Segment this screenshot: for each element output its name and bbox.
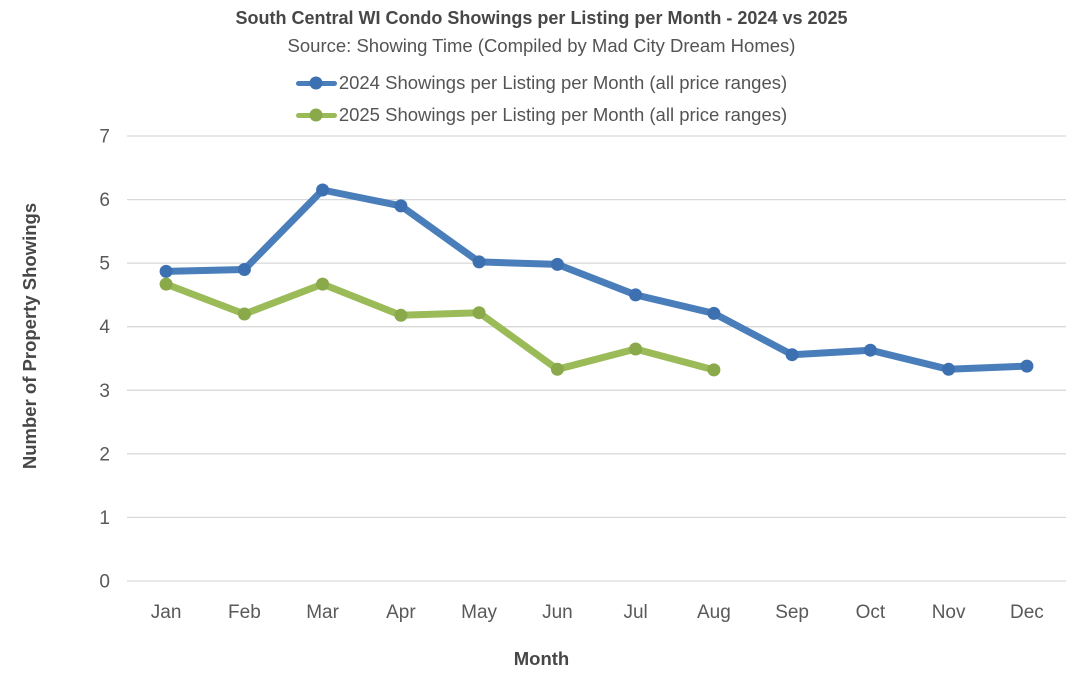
y-tick-label: 6 (99, 190, 110, 211)
y-tick-label: 4 (99, 317, 110, 338)
y-tick-label: 3 (99, 381, 110, 402)
y-tick-label: 2 (99, 444, 110, 465)
x-tick-label: Apr (386, 602, 416, 623)
data-point-2024-Jan[interactable] (159, 264, 173, 278)
x-tick-label: Feb (228, 602, 261, 623)
y-tick-label: 5 (99, 254, 110, 275)
x-tick-label: Jan (151, 602, 182, 623)
legend-label-2025: 2025 Showings per Listing per Month (all… (338, 104, 788, 125)
series-line-2025[interactable] (162, 280, 718, 374)
legend-item-2025[interactable]: 2025 Showings per Listing per Month (all… (295, 103, 788, 127)
data-point-2024-Apr[interactable] (394, 199, 408, 213)
data-point-2025-Jul[interactable] (629, 342, 643, 356)
y-tick-label: 1 (99, 508, 110, 529)
data-point-2025-May[interactable] (472, 306, 486, 320)
data-point-2025-Jun[interactable] (550, 362, 564, 376)
x-tick-label: Nov (932, 602, 966, 623)
data-point-2025-Aug[interactable] (707, 363, 721, 377)
data-point-2025-Mar[interactable] (316, 277, 330, 291)
y-tick-label: 7 (99, 127, 110, 148)
data-point-2024-Jul[interactable] (629, 288, 643, 302)
data-point-2024-Feb[interactable] (237, 263, 251, 276)
legend-line-marker-icon-2025 (295, 108, 337, 122)
x-tick-label: Jun (542, 602, 573, 623)
data-point-2024-Aug[interactable] (707, 306, 721, 320)
data-point-2024-Nov[interactable] (942, 362, 956, 376)
data-point-2024-Sep[interactable] (785, 348, 799, 362)
y-tick-label: 0 (99, 572, 110, 593)
x-axis-title: Month (513, 648, 570, 669)
x-tick-label: Oct (856, 602, 886, 623)
x-tick-label: Sep (775, 602, 809, 623)
series-line-2024[interactable] (162, 186, 1031, 373)
data-point-2024-Mar[interactable] (316, 183, 330, 197)
data-point-2024-Oct[interactable] (863, 343, 877, 357)
data-point-2024-May[interactable] (472, 255, 486, 269)
data-point-2025-Jan[interactable] (159, 277, 173, 291)
x-tick-label: Mar (306, 602, 339, 623)
legend-label-2024: 2024 Showings per Listing per Month (all… (338, 72, 788, 93)
legend: 2024 Showings per Listing per Month (all… (0, 71, 1083, 127)
chart-title: South Central WI Condo Showings per List… (235, 8, 848, 28)
x-tick-label: May (461, 602, 497, 623)
chart-subtitle: Source: Showing Time (Compiled by Mad Ci… (287, 35, 796, 56)
x-tick-label: Dec (1010, 602, 1044, 623)
legend-marker-dot-icon (309, 108, 323, 122)
x-tick-label: Aug (697, 602, 731, 623)
legend-item-2024[interactable]: 2024 Showings per Listing per Month (all… (295, 71, 788, 95)
legend-line-marker-icon-2024 (295, 76, 337, 90)
x-tick-label: Jul (623, 602, 647, 623)
data-point-2025-Apr[interactable] (394, 308, 408, 322)
legend-marker-dot-icon (309, 76, 323, 90)
data-point-2024-Jun[interactable] (550, 257, 564, 271)
data-point-2024-Dec[interactable] (1020, 359, 1034, 373)
data-point-2025-Feb[interactable] (237, 307, 251, 321)
